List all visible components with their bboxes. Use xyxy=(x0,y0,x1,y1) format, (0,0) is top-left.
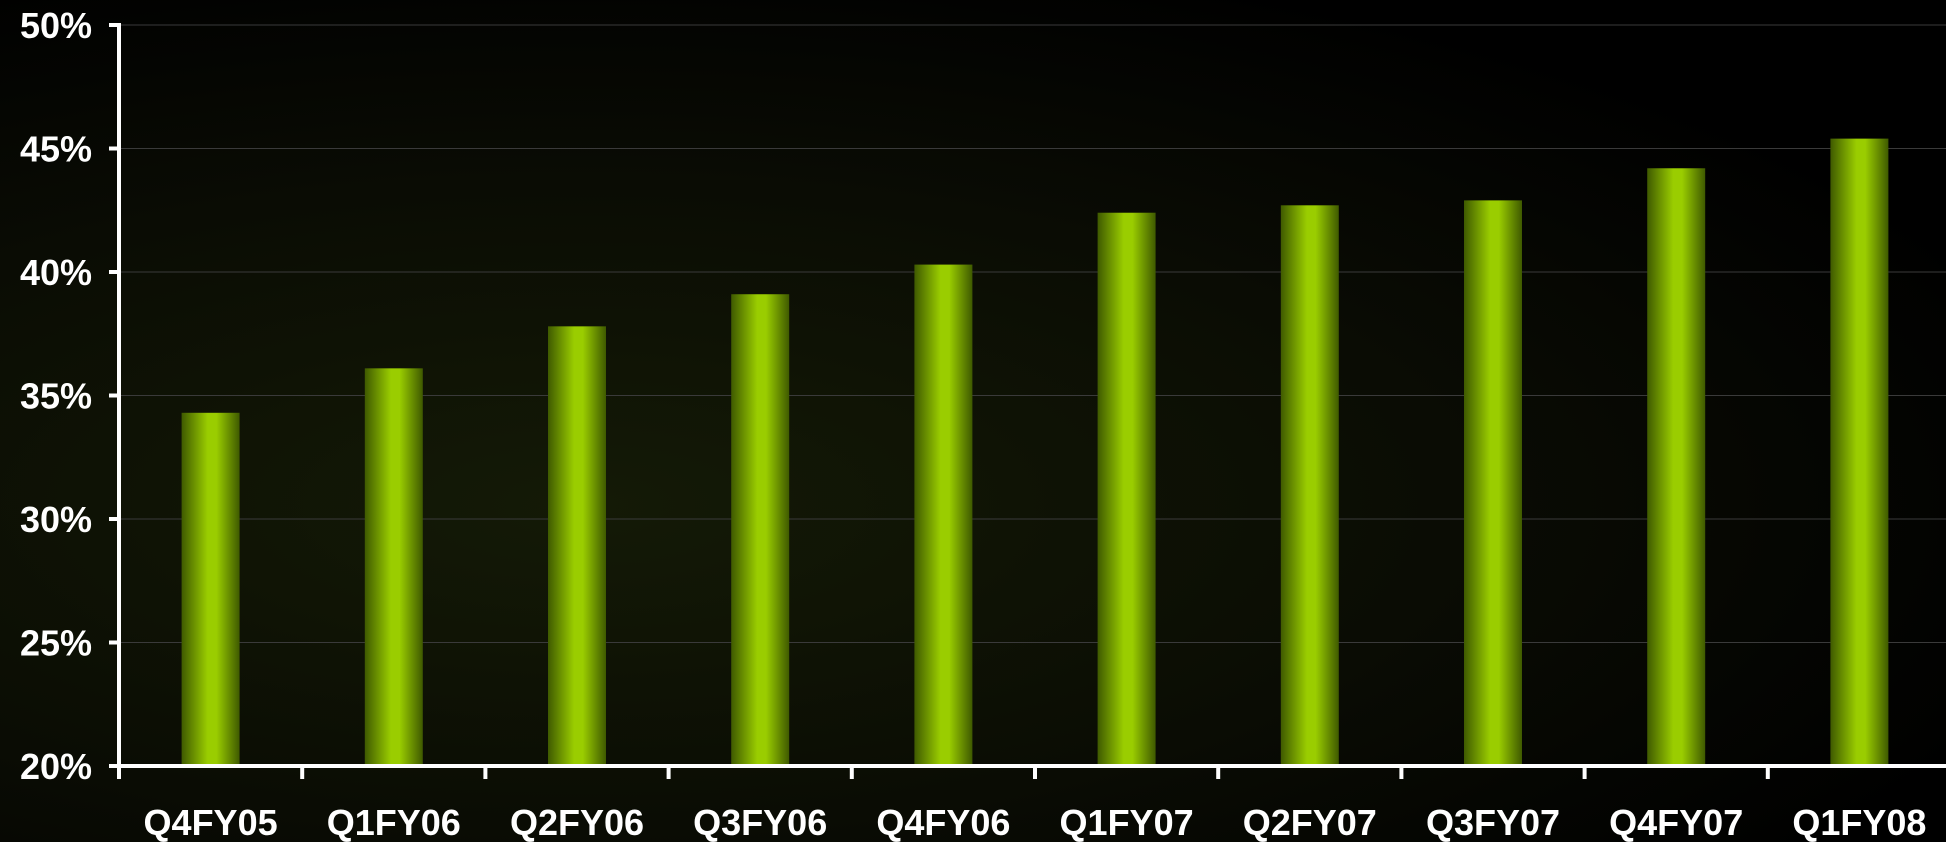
y-tick-label: 20% xyxy=(20,746,92,787)
bar-q4fy07 xyxy=(1647,168,1706,766)
x-tick-label: Q1FY08 xyxy=(1792,802,1926,842)
bar-q2fy06 xyxy=(548,326,606,766)
tick-labels: 20% 25% 30% 35% 40% 45% 50% Q4FY05 Q1FY06 Q2FY06 Q… xyxy=(20,5,1927,842)
bars xyxy=(181,138,1889,767)
bar-q1fy08 xyxy=(1830,138,1889,766)
bar-q2fy07 xyxy=(1280,205,1339,766)
x-tick-label: Q2FY06 xyxy=(510,802,644,842)
bar-q3fy06 xyxy=(731,294,790,766)
y-tick-label: 45% xyxy=(20,129,92,170)
x-tick-label: Q4FY06 xyxy=(876,802,1010,842)
y-tick-label: 50% xyxy=(20,5,92,46)
y-tick-label: 25% xyxy=(20,623,92,664)
axes xyxy=(109,23,1946,779)
x-tick-label: Q1FY07 xyxy=(1060,802,1194,842)
x-tick-label: Q4FY07 xyxy=(1609,802,1743,842)
bar-q4fy05 xyxy=(181,412,240,766)
x-tick-label: Q4FY05 xyxy=(144,802,278,842)
y-tick-label: 40% xyxy=(20,252,92,293)
y-tick-label: 35% xyxy=(20,376,92,417)
y-tick-label: 30% xyxy=(20,499,92,540)
gridlines xyxy=(119,24,1946,643)
x-tick-label: Q1FY06 xyxy=(327,802,461,842)
x-tick-label: Q3FY06 xyxy=(693,802,827,842)
bar-q1fy06 xyxy=(364,368,423,766)
x-tick-label: Q2FY07 xyxy=(1243,802,1377,842)
bar-q4fy06 xyxy=(914,264,973,766)
bar-q3fy07 xyxy=(1464,200,1522,766)
bar-q1fy07 xyxy=(1097,212,1156,767)
x-tick-label: Q3FY07 xyxy=(1426,802,1560,842)
